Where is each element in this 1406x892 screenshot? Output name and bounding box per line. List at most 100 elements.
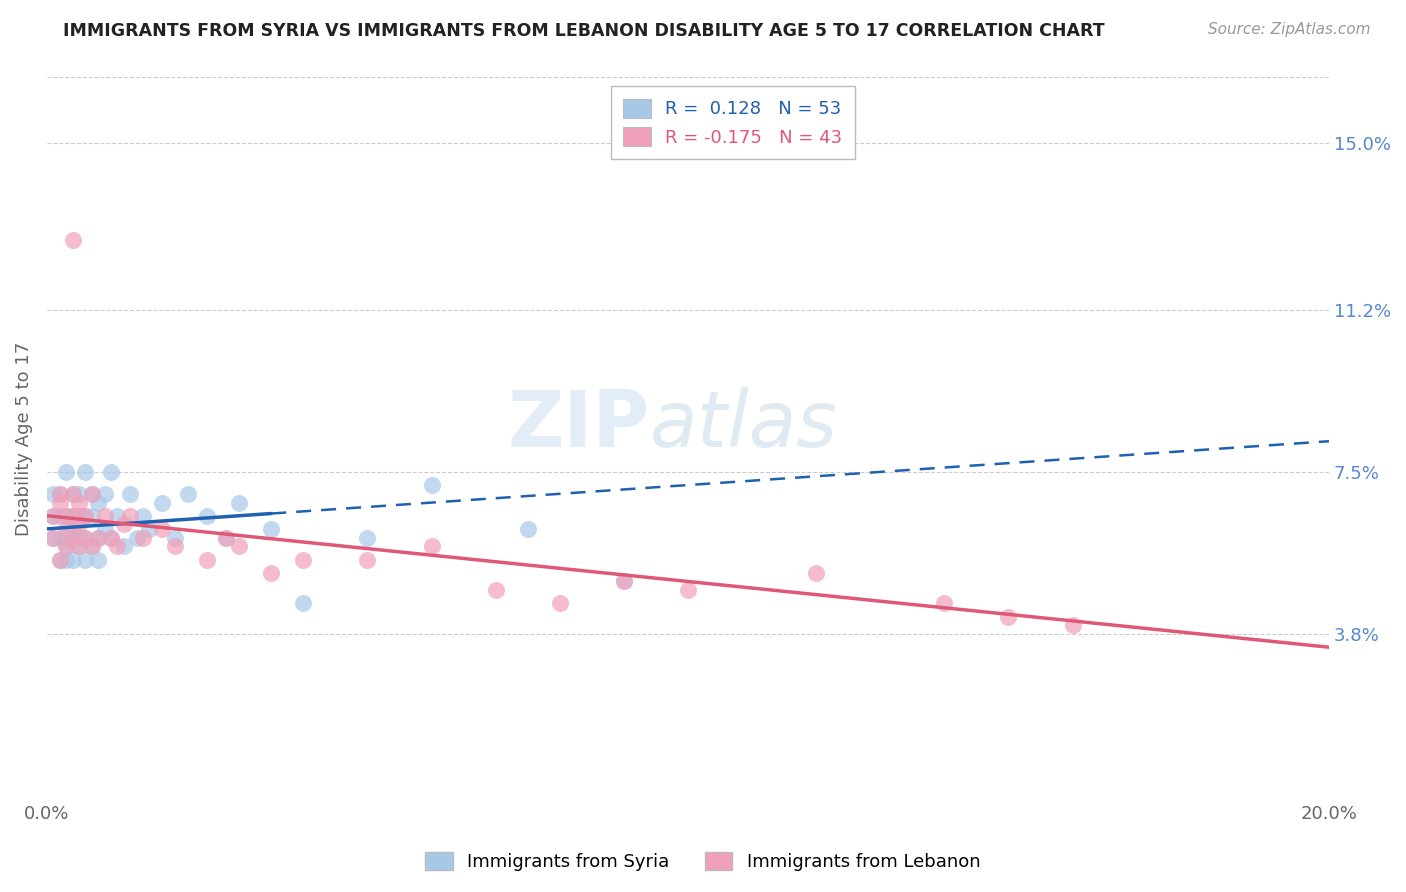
Point — [67, 487, 90, 501]
Point — [804, 566, 827, 580]
Point — [613, 574, 636, 589]
Point — [62, 233, 84, 247]
Point — [80, 540, 103, 554]
Point — [100, 531, 122, 545]
Point — [62, 531, 84, 545]
Point — [55, 552, 77, 566]
Point — [676, 583, 699, 598]
Point — [260, 566, 283, 580]
Point — [67, 517, 90, 532]
Legend: Immigrants from Syria, Immigrants from Lebanon: Immigrants from Syria, Immigrants from L… — [418, 845, 988, 879]
Point — [292, 596, 315, 610]
Point — [55, 531, 77, 545]
Point — [55, 522, 77, 536]
Point — [67, 531, 90, 545]
Point — [165, 540, 187, 554]
Point — [177, 487, 200, 501]
Point — [228, 495, 250, 509]
Point — [62, 552, 84, 566]
Point — [1062, 618, 1084, 632]
Point — [516, 522, 538, 536]
Point — [87, 531, 110, 545]
Point — [55, 465, 77, 479]
Point — [75, 508, 97, 523]
Point — [87, 495, 110, 509]
Point — [42, 531, 65, 545]
Text: ZIP: ZIP — [508, 386, 650, 463]
Point — [80, 487, 103, 501]
Point — [75, 552, 97, 566]
Point — [420, 478, 443, 492]
Point — [215, 531, 238, 545]
Point — [125, 531, 148, 545]
Point — [132, 508, 155, 523]
Point — [42, 508, 65, 523]
Point — [80, 508, 103, 523]
Point — [215, 531, 238, 545]
Point — [934, 596, 956, 610]
Point — [48, 495, 70, 509]
Point — [107, 508, 129, 523]
Point — [112, 540, 135, 554]
Text: atlas: atlas — [650, 386, 838, 463]
Point — [55, 540, 77, 554]
Point — [42, 508, 65, 523]
Point — [62, 487, 84, 501]
Point — [100, 465, 122, 479]
Point — [62, 508, 84, 523]
Point — [48, 487, 70, 501]
Point — [112, 517, 135, 532]
Point — [75, 508, 97, 523]
Point — [62, 508, 84, 523]
Point — [260, 522, 283, 536]
Y-axis label: Disability Age 5 to 17: Disability Age 5 to 17 — [15, 342, 32, 536]
Point — [75, 465, 97, 479]
Point — [67, 495, 90, 509]
Point — [120, 508, 142, 523]
Point — [80, 487, 103, 501]
Point — [93, 487, 115, 501]
Point — [420, 540, 443, 554]
Point — [356, 552, 378, 566]
Point — [356, 531, 378, 545]
Point — [55, 508, 77, 523]
Point — [62, 531, 84, 545]
Point — [62, 522, 84, 536]
Point — [548, 596, 571, 610]
Point — [75, 531, 97, 545]
Point — [48, 508, 70, 523]
Text: Source: ZipAtlas.com: Source: ZipAtlas.com — [1208, 22, 1371, 37]
Text: IMMIGRANTS FROM SYRIA VS IMMIGRANTS FROM LEBANON DISABILITY AGE 5 TO 17 CORRELAT: IMMIGRANTS FROM SYRIA VS IMMIGRANTS FROM… — [63, 22, 1105, 40]
Point — [107, 540, 129, 554]
Point — [228, 540, 250, 554]
Point — [80, 540, 103, 554]
Point — [67, 508, 90, 523]
Legend: R =  0.128   N = 53, R = -0.175   N = 43: R = 0.128 N = 53, R = -0.175 N = 43 — [610, 87, 855, 160]
Point — [87, 531, 110, 545]
Point — [87, 552, 110, 566]
Point — [75, 531, 97, 545]
Point — [150, 495, 173, 509]
Point — [48, 552, 70, 566]
Point — [48, 552, 70, 566]
Point — [48, 531, 70, 545]
Point — [613, 574, 636, 589]
Point — [67, 540, 90, 554]
Point — [62, 487, 84, 501]
Point — [42, 531, 65, 545]
Point — [93, 508, 115, 523]
Point — [132, 531, 155, 545]
Point — [485, 583, 508, 598]
Point — [138, 522, 160, 536]
Point — [292, 552, 315, 566]
Point — [67, 540, 90, 554]
Point — [195, 508, 218, 523]
Point — [165, 531, 187, 545]
Point — [195, 552, 218, 566]
Point — [93, 522, 115, 536]
Point — [42, 487, 65, 501]
Point — [150, 522, 173, 536]
Point — [55, 540, 77, 554]
Point — [997, 609, 1019, 624]
Point — [100, 531, 122, 545]
